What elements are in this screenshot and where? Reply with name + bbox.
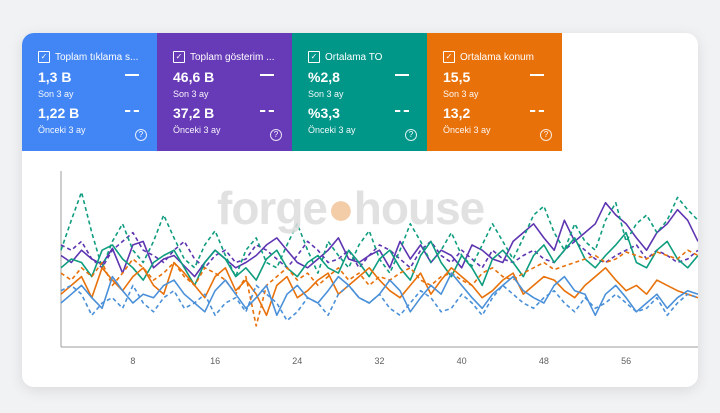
watermark-text-right: house: [353, 182, 485, 234]
help-icon[interactable]: ?: [405, 129, 417, 141]
dashed-line-legend-icon: [260, 110, 274, 112]
metric-tab-0[interactable]: ✓ Toplam tıklama s... 1,3 B Son 3 ay 1,22 B Ö…: [22, 33, 157, 151]
metric-current-period: Son 3 ay: [38, 89, 74, 99]
metric-tab-2[interactable]: ✓ Ortalama TO %2,8 Son 3 ay %3,3 Önceki 3 ay?: [292, 33, 427, 151]
checkbox-checked-icon[interactable]: ✓: [38, 51, 50, 63]
metric-current-value: %2,8: [308, 69, 340, 85]
help-icon[interactable]: ?: [270, 129, 282, 141]
metric-current-period: Son 3 ay: [173, 89, 209, 99]
metric-label: Toplam gösterim ...: [190, 51, 275, 63]
x-tick-label: 32: [374, 356, 384, 366]
metric-previous-value: %3,3: [308, 105, 340, 121]
x-tick-label: 40: [457, 356, 467, 366]
series-line-1: [60, 231, 698, 269]
help-icon[interactable]: ?: [540, 129, 552, 141]
metric-previous-period: Önceki 3 ay: [173, 125, 221, 135]
metric-current-value: 15,5: [443, 69, 471, 85]
dashed-line-legend-icon: [530, 110, 544, 112]
watermark-text-left: forge: [217, 182, 328, 234]
metric-header: ✓ Toplam tıklama s...: [38, 51, 149, 63]
solid-line-legend-icon: [125, 74, 139, 76]
solid-line-legend-icon: [260, 74, 274, 76]
solid-line-legend-icon: [395, 74, 409, 76]
x-tick-label: 16: [210, 356, 220, 366]
series-line-5: [60, 249, 698, 327]
x-tick-label: 24: [292, 356, 302, 366]
x-tick-label: 56: [621, 356, 631, 366]
metric-tab-1[interactable]: ✓ Toplam gösterim ... 46,6 B Son 3 ay 37,2 B…: [157, 33, 292, 151]
metric-previous-period: Önceki 3 ay: [38, 125, 86, 135]
metric-previous-period: Önceki 3 ay: [443, 125, 491, 135]
metric-header: ✓ Toplam gösterim ...: [173, 51, 284, 63]
series-line-7: [60, 284, 698, 322]
watermark-logo: forge●house: [217, 181, 485, 235]
metric-label: Toplam tıklama s...: [55, 51, 139, 63]
metric-previous-value: 1,22 B: [38, 105, 80, 121]
dashed-line-legend-icon: [395, 110, 409, 112]
x-tick-label: 8: [130, 356, 135, 366]
solid-line-legend-icon: [530, 74, 544, 76]
metric-current-period: Son 3 ay: [308, 89, 344, 99]
series-line-3: [60, 191, 698, 278]
metric-header: ✓ Ortalama TO: [308, 51, 419, 63]
checkbox-checked-icon[interactable]: ✓: [173, 51, 185, 63]
metric-current-period: Son 3 ay: [443, 89, 479, 99]
metric-tabs: ✓ Toplam tıklama s... 1,3 B Son 3 ay 1,22 B Ö…: [22, 33, 562, 151]
metric-header: ✓ Ortalama konum: [443, 51, 554, 63]
checkbox-checked-icon[interactable]: ✓: [443, 51, 455, 63]
help-icon[interactable]: ?: [135, 129, 147, 141]
metric-label: Ortalama TO: [325, 51, 383, 63]
performance-chart: 8 16 24 32 40 48 56: [60, 171, 698, 366]
metric-tab-3[interactable]: ✓ Ortalama konum 15,5 Son 3 ay 13,2 Önceki 3 …: [427, 33, 562, 151]
x-tick-label: 48: [539, 356, 549, 366]
watermark-dot: ●: [327, 182, 355, 234]
dashed-line-legend-icon: [125, 110, 139, 112]
metric-current-value: 46,6 B: [173, 69, 215, 85]
metric-current-value: 1,3 B: [38, 69, 72, 85]
performance-card: ✓ Toplam tıklama s... 1,3 B Son 3 ay 1,22 B Ö…: [22, 33, 698, 387]
metric-label: Ortalama konum: [460, 51, 534, 63]
checkbox-checked-icon[interactable]: ✓: [308, 51, 320, 63]
metric-previous-value: 37,2 B: [173, 105, 215, 121]
metric-previous-period: Önceki 3 ay: [308, 125, 356, 135]
metric-previous-value: 13,2: [443, 105, 471, 121]
